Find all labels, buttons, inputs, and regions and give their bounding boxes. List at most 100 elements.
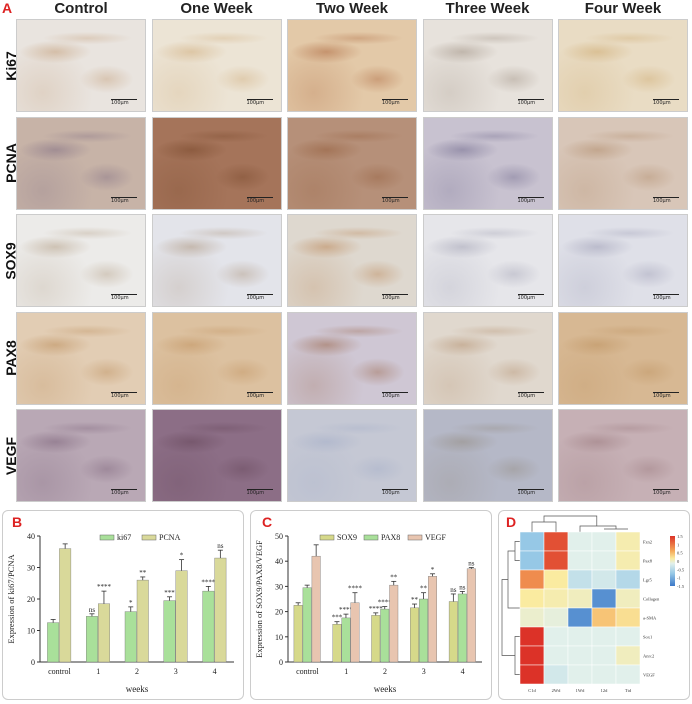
micrograph-vegf-1: 100μm	[16, 409, 146, 502]
heatmap-row-label: VEGF	[643, 673, 655, 678]
heatmap-cell	[543, 664, 569, 685]
chart-c-bar	[466, 568, 476, 663]
chart-b-y-tick-label: 10	[27, 627, 35, 636]
heatmap-cell	[567, 626, 593, 647]
heatmap-cell	[567, 531, 593, 552]
panel-c-letter: C	[262, 514, 273, 530]
chart-b-bar	[163, 600, 176, 663]
scale-bar: 100μm	[111, 294, 137, 301]
chart-b-significance: ns	[217, 542, 224, 550]
scale-bar: 100μm	[111, 391, 137, 399]
heatmap-color-legend	[670, 536, 675, 586]
heatmap-legend-label: -0.5	[677, 567, 685, 572]
chart-c-significance: ****	[348, 585, 363, 593]
chart-d: Fzn2 Pax8 Lgr5 Collagen a-SMA Sox1 Anrc2 VEGF C1…	[501, 515, 685, 693]
heatmap-cell	[519, 607, 545, 628]
scale-bar: 100μm	[382, 391, 408, 399]
heatmap-cell	[591, 645, 617, 666]
scale-bar: 100μm	[111, 489, 137, 496]
heatmap-cell	[519, 645, 545, 666]
heatmap-cell	[519, 569, 545, 590]
micrograph-vegf-5: 100μm	[558, 409, 688, 502]
heatmap-col-label: 2Wd	[552, 688, 561, 693]
micrograph-pcna-4: 100μm	[422, 116, 553, 210]
chart-b-y-tick-label: 0	[31, 658, 35, 667]
chart-b-x-tick-label: 1	[96, 667, 100, 676]
chart-b-bar	[136, 579, 149, 663]
chart-c-legend-label: VEGF	[425, 533, 446, 542]
chart-b-legend-label: ki67	[117, 533, 131, 542]
dendrogram-branch	[579, 525, 617, 532]
chart-b-bar	[59, 548, 72, 663]
dendrogram-branch	[543, 515, 598, 526]
heatmap-cell	[543, 531, 569, 552]
chart-b-significance: *	[129, 599, 133, 607]
heatmap-col-label: Ttd	[625, 688, 632, 693]
chart-c-y-tick-label: 0	[279, 658, 283, 667]
micrograph-vegf-3: 100μm	[287, 409, 417, 502]
heatmap-legend-label: 1	[677, 542, 679, 547]
heatmap-col-label: C1d	[528, 688, 536, 693]
heatmap-cell	[543, 626, 569, 647]
chart-c-x-tick-label: 1	[344, 667, 348, 676]
dendrogram-branch	[501, 579, 515, 656]
scale-bar-label: 100μm	[111, 197, 129, 204]
heatmap-legend-label: -1.5	[677, 584, 685, 589]
dendrogram-branch	[514, 636, 520, 675]
chart-c-legend-swatch	[363, 534, 379, 541]
scale-bar-label: 100μm	[653, 197, 671, 204]
scale-bar-label: 100μm	[653, 490, 671, 496]
scale-bar: 100μm	[246, 489, 273, 496]
micrograph-pcna-1: 100μm	[16, 116, 146, 210]
scale-bar: 100μm	[246, 391, 273, 399]
micrograph-ki67-1: 100μm	[16, 19, 146, 112]
heatmap-cell	[543, 607, 569, 628]
chart-c-bar	[332, 623, 342, 663]
scale-bar: 100μm	[517, 99, 544, 106]
chart-c-bar	[302, 587, 312, 663]
heatmap-cell	[615, 607, 641, 628]
scale-bar: 100μm	[111, 196, 137, 204]
scale-bar: 100μm	[517, 196, 544, 204]
scale-bar: 100μm	[246, 196, 273, 204]
heatmap-cell	[591, 588, 617, 609]
chart-c-bar	[428, 576, 438, 663]
chart-c-y-tick-label: 20	[275, 608, 283, 617]
micrograph-pax8-4: 100μm	[422, 311, 553, 405]
scale-bar-label: 100μm	[382, 392, 400, 399]
scale-bar: 100μm	[653, 489, 679, 496]
micrograph-sox9-3: 100μm	[287, 214, 417, 307]
scale-bar: 100μm	[517, 294, 544, 301]
heatmap-cell	[519, 626, 545, 647]
heatmap-cell	[567, 645, 593, 666]
micrograph-pcna-5: 100μm	[558, 116, 688, 210]
micrograph-sox9-2: 100μm	[151, 214, 282, 307]
heatmap-cell	[567, 550, 593, 571]
chart-c-significance: ns	[459, 583, 466, 591]
scale-bar-label: 100μm	[246, 392, 265, 399]
panel-a-letter: A	[2, 0, 13, 16]
chart-b: 0 10 20 30 40 Expression of ki67/PCNA weeks ki6…	[6, 532, 234, 694]
chart-b-y-tick-label: 40	[27, 532, 35, 541]
chart-b-bar	[85, 616, 98, 663]
chart-b-significance: ****	[97, 583, 112, 591]
heatmap-cell	[615, 569, 641, 590]
chart-b-bar	[202, 590, 215, 663]
heatmap-row-label: Lgr5	[643, 578, 652, 583]
chart-b-y-tick-label: 30	[27, 564, 35, 573]
chart-c-legend-label: PAX8	[381, 533, 400, 542]
chart-b-xlabel: weeks	[126, 684, 149, 694]
scale-bar-label: 100μm	[382, 100, 400, 106]
chart-c-significance: *	[431, 566, 435, 574]
heatmap-cell	[567, 569, 593, 590]
scale-bar-label: 100μm	[382, 197, 400, 204]
chart-b-bar	[47, 622, 60, 663]
scale-bar: 100μm	[382, 489, 408, 496]
scale-bar-label: 100μm	[111, 490, 129, 496]
heatmap-cell	[615, 645, 641, 666]
chart-b-significance: ***	[164, 589, 175, 597]
chart-b-x-tick-label: 4	[213, 667, 217, 676]
chart-c-legend-label: SOX9	[337, 533, 357, 542]
column-header-5: Four Week	[584, 0, 662, 17]
scale-bar-label: 100μm	[517, 490, 536, 496]
